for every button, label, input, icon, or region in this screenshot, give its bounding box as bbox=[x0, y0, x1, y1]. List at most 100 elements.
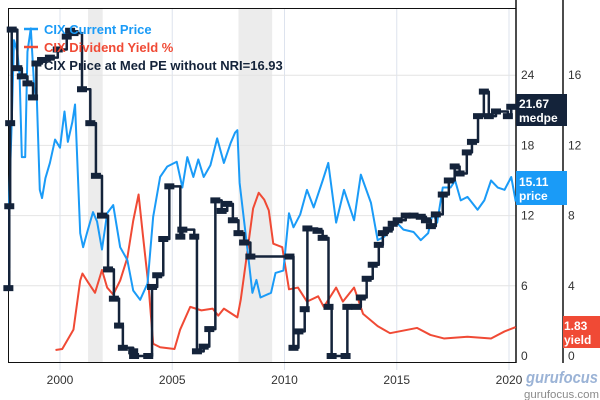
medpe-marker bbox=[382, 226, 393, 233]
medpe-marker bbox=[61, 33, 72, 40]
medpe-marker bbox=[198, 343, 209, 350]
medpe-marker bbox=[28, 94, 39, 101]
recession-band bbox=[238, 8, 273, 362]
medpe-marker bbox=[288, 344, 299, 351]
legend-label-yield: CIX Dividend Yield % bbox=[44, 40, 174, 55]
medpe-marker bbox=[158, 236, 169, 242]
medpe-marker bbox=[466, 138, 477, 145]
medpe-marker bbox=[85, 120, 96, 127]
price-line bbox=[7, 27, 517, 301]
end-label-medpe-tag: medpe bbox=[519, 111, 558, 125]
medpe-marker bbox=[373, 241, 384, 248]
legend-label-medpe: CIX Price at Med PE without NRI=16.93 bbox=[44, 58, 283, 73]
medpe-marker bbox=[37, 56, 48, 63]
watermark-logo: gurufocus bbox=[525, 368, 598, 387]
yield-tick-label: 16 bbox=[568, 68, 582, 82]
medpe-marker bbox=[449, 163, 460, 170]
x-tick-label: 2015 bbox=[383, 373, 410, 387]
yield-line bbox=[55, 191, 517, 352]
yield-tick-label: 8 bbox=[568, 209, 575, 223]
medpe-marker bbox=[191, 348, 202, 355]
medpe-marker bbox=[77, 86, 88, 93]
yield-tick-label: 4 bbox=[568, 279, 575, 293]
medpe-marker bbox=[425, 223, 436, 230]
x-tick-label: 2020 bbox=[496, 373, 523, 387]
medpe-marker bbox=[461, 149, 472, 156]
end-label-price: 15.11 price bbox=[516, 171, 567, 205]
medpe-marker bbox=[326, 353, 337, 359]
medpe-marker bbox=[302, 225, 313, 232]
medpe-marker bbox=[31, 60, 42, 67]
medpe-marker bbox=[367, 261, 378, 268]
medpe-marker bbox=[22, 80, 33, 87]
legend-item-yield[interactable]: CIX Dividend Yield % bbox=[24, 40, 174, 55]
yield-tick-label: 12 bbox=[568, 138, 582, 152]
medpe-marker bbox=[222, 200, 233, 207]
medpe-marker bbox=[408, 212, 419, 219]
medpe-marker bbox=[437, 191, 448, 198]
medpe-marker bbox=[6, 26, 17, 33]
medpe-marker bbox=[164, 183, 175, 190]
legend: CIX Current Price CIX Dividend Yield % C… bbox=[24, 22, 283, 73]
yield-tick-label: 0 bbox=[568, 349, 575, 363]
medpe-marker bbox=[478, 88, 489, 95]
end-label-yield: 1.83 yield bbox=[563, 316, 600, 348]
medpe-marker bbox=[415, 213, 426, 220]
medpe-marker bbox=[210, 197, 221, 204]
medpe-marker bbox=[293, 328, 304, 335]
watermark: gurufocus gurufocus.com bbox=[524, 368, 599, 400]
medpe-marker bbox=[284, 253, 295, 260]
end-label-medpe: 21.67 medpe bbox=[516, 94, 567, 126]
medpe-marker bbox=[4, 203, 15, 210]
medpe-marker bbox=[483, 113, 494, 120]
medpe-marker bbox=[454, 170, 465, 177]
price-tick-label: 0 bbox=[521, 349, 528, 363]
end-label-yield-tag: yield bbox=[564, 333, 591, 347]
medpe-marker bbox=[117, 344, 128, 351]
medpe-marker bbox=[189, 233, 200, 240]
medpe-marker bbox=[16, 73, 27, 80]
x-tick-label: 2005 bbox=[159, 373, 186, 387]
medpe-marker bbox=[473, 113, 484, 120]
legend-label-price: CIX Current Price bbox=[44, 22, 152, 37]
medpe-marker bbox=[96, 212, 107, 219]
medpe-marker bbox=[204, 326, 215, 333]
medpe-marker bbox=[351, 303, 362, 310]
x-tick-label: 2000 bbox=[47, 373, 74, 387]
medpe-marker bbox=[175, 233, 186, 240]
medpe-marker bbox=[430, 211, 441, 218]
medpe-marker bbox=[152, 272, 163, 279]
legend-item-price[interactable]: CIX Current Price bbox=[24, 22, 152, 37]
medpe-marker bbox=[299, 306, 310, 313]
end-label-price-tag: price bbox=[519, 189, 548, 203]
medpe-marker bbox=[361, 275, 372, 282]
medpe-marker bbox=[177, 226, 188, 233]
medpe-marker bbox=[317, 234, 328, 241]
recession-band bbox=[88, 8, 103, 362]
medpe-marker bbox=[227, 217, 238, 224]
medpe-marker bbox=[12, 65, 23, 72]
medpe-marker bbox=[312, 227, 323, 234]
medpe-marker bbox=[490, 108, 501, 115]
end-label-medpe-value: 21.67 bbox=[519, 97, 549, 111]
medpe-marker bbox=[52, 46, 63, 53]
medpe-marker bbox=[129, 353, 140, 359]
medpe-marker bbox=[420, 217, 431, 224]
medpe-marker bbox=[355, 294, 366, 301]
medpe-marker bbox=[3, 285, 14, 292]
watermark-site: gurufocus.com bbox=[524, 389, 599, 400]
medpe-marker bbox=[90, 172, 101, 179]
medpe-marker bbox=[108, 295, 119, 302]
medpe-marker bbox=[147, 283, 158, 290]
medpe-marker bbox=[44, 54, 55, 61]
legend-item-medpe[interactable]: CIX Price at Med PE without NRI=16.93 bbox=[44, 58, 283, 73]
medpe-marker bbox=[128, 348, 139, 355]
end-label-yield-value: 1.83 bbox=[564, 319, 588, 333]
end-label-price-value: 15.11 bbox=[519, 175, 549, 189]
price-tick-label: 12 bbox=[521, 209, 535, 223]
medpe-marker bbox=[114, 322, 125, 329]
medpe-marker bbox=[323, 303, 334, 310]
medpe-marker bbox=[68, 30, 79, 37]
medpe-marker bbox=[103, 266, 114, 273]
